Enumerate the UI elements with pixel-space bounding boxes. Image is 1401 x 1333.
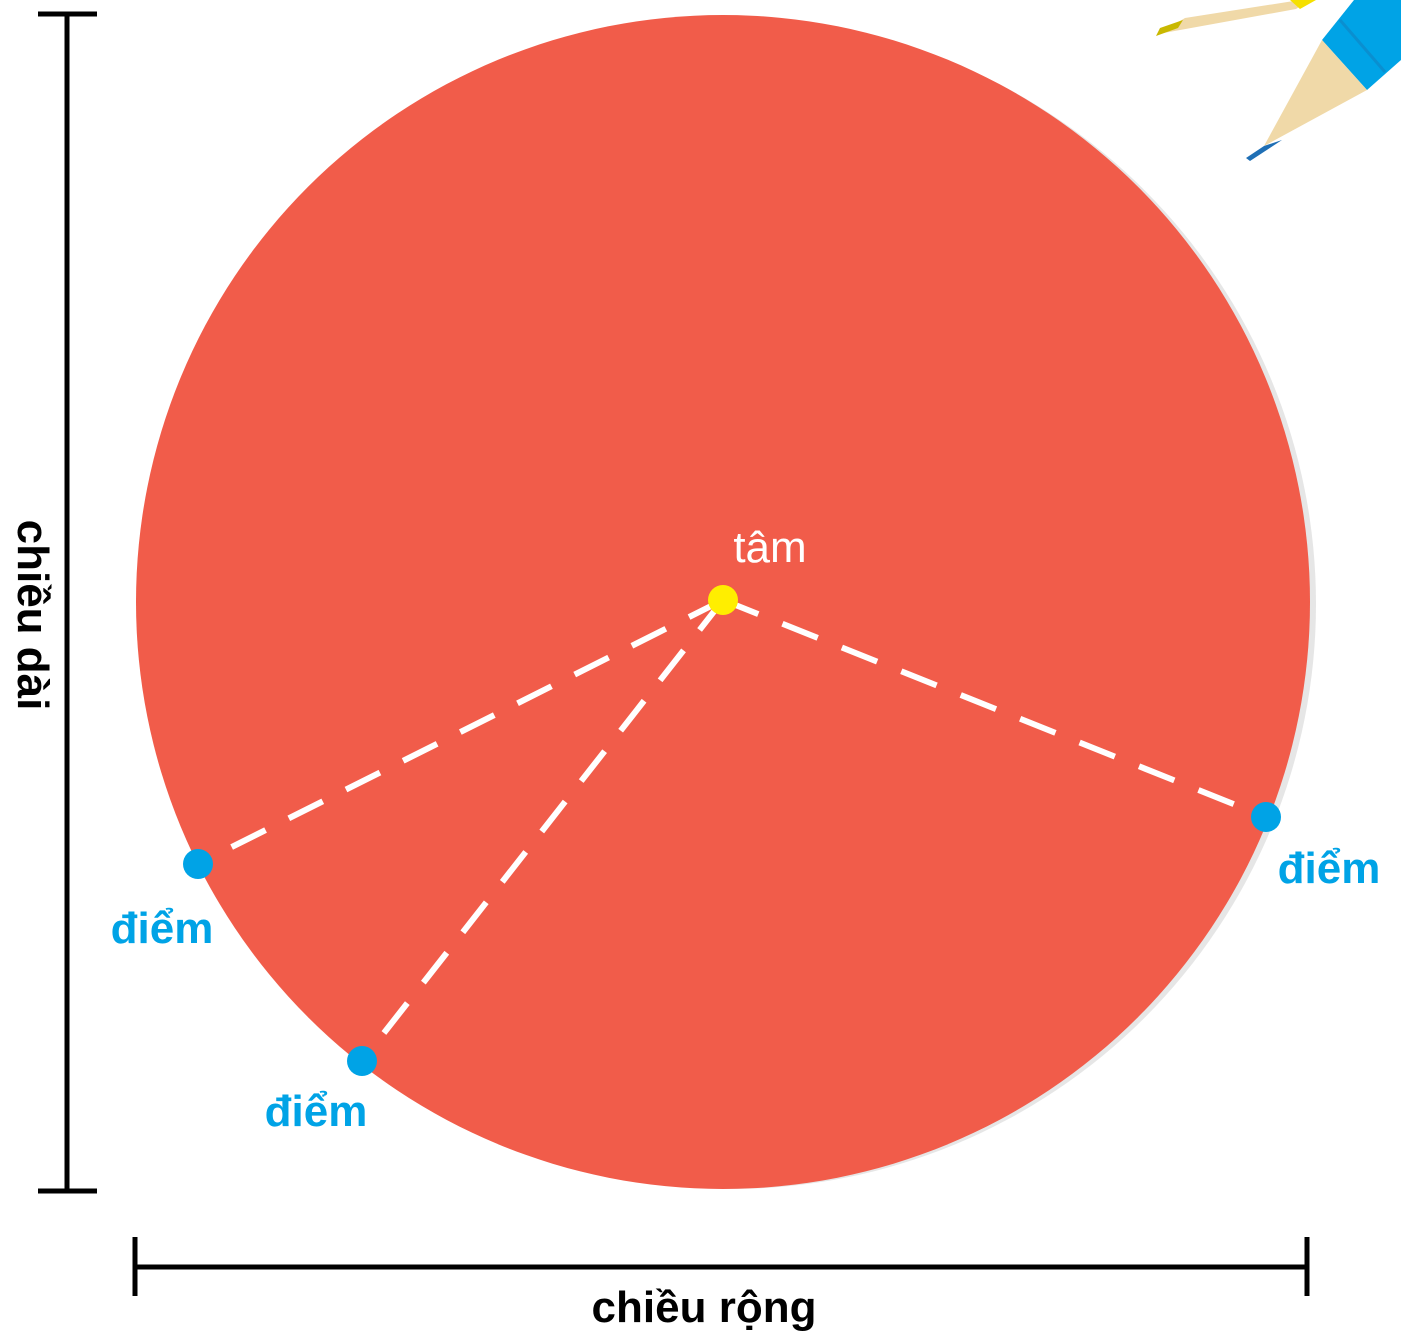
point-left-label: điểm [111,904,214,953]
width-dimension [132,1237,1310,1296]
point-bottom-label: điểm [265,1087,368,1136]
center-label: tâm [733,523,806,572]
radius-line-right [721,597,1268,820]
point-right-label: điểm [1278,844,1381,893]
point-bottom [347,1046,377,1076]
radius-line-left [196,597,725,867]
height-dimension [38,11,97,1194]
width-label: chiều rộng [592,1283,817,1332]
blue-pencil-icon [1246,0,1401,161]
center-point [708,585,738,615]
point-right [1251,802,1281,832]
height-label: chiều dài [8,520,57,711]
yellow-pencil-icon [1156,0,1316,36]
radius-lines [196,597,1268,1063]
point-left [183,849,213,879]
radius-line-bottom [359,598,726,1063]
